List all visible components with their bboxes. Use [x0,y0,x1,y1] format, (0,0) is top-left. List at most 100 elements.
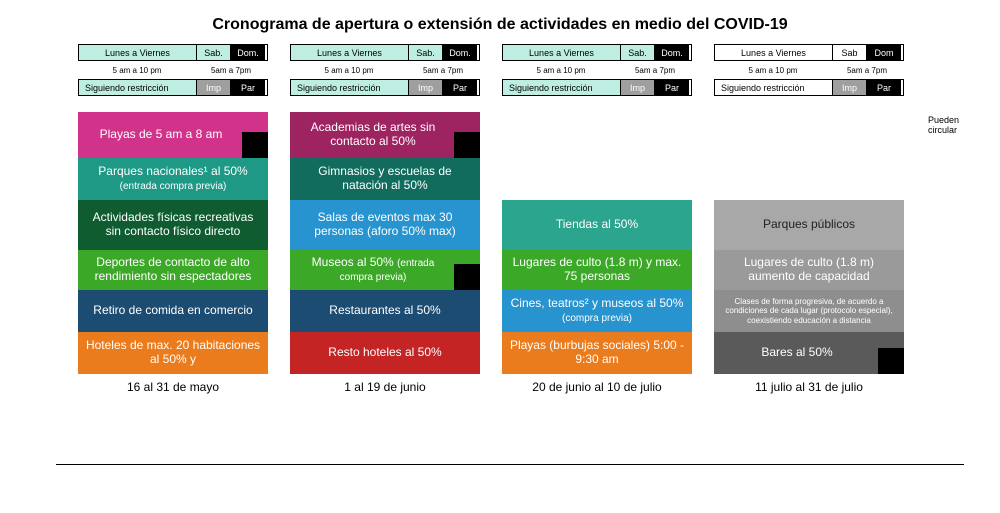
activity-text: Clases de forma progresiva, de acuerdo a… [720,297,898,325]
day-cell: Lunes a Viernes [503,45,621,60]
days-row: Lunes a ViernesSabDom [714,44,904,61]
corner-marker [242,132,268,158]
activity-text: Lugares de culto (1.8 m) y max. 75 perso… [508,256,686,284]
activity-block: Cines, teatros² y museos al 50% (compra … [502,290,692,332]
activity-text: Parques nacionales¹ al 50% (entrada comp… [84,165,262,193]
time-row: 5 am a 10 pm5am a 7pm [714,63,904,77]
corner-marker [454,264,480,290]
activity-text: Cines, teatros² y museos al 50% (compra … [508,297,686,325]
period-col-0: Playas de 5 am a 8 am Parques nacionales¹… [78,112,268,374]
restriction-cell: Par [655,80,689,95]
axis-label: 11 julio al 31 de julio [714,380,904,394]
time-row: 5 am a 10 pm5am a 7pm [290,63,480,77]
time-cell: 5 am a 10 pm [714,63,832,77]
activity-block: Lugares de culto (1.8 m) aumento de capa… [714,250,904,290]
activity-text: Restaurantes al 50% [329,304,440,318]
activity-text: Actividades físicas recreativas sin cont… [84,211,262,239]
activity-block: Tiendas al 50% [502,200,692,250]
activity-block: Academias de artes sin contacto al 50% [290,112,480,158]
time-cell: 5 am a 10 pm [290,63,408,77]
restriction-cell: Imp [833,80,867,95]
restriction-cell: Par [231,80,265,95]
restriction-row: Siguiendo restricciónImpPar [714,79,904,96]
restriction-cell: Siguiendo restricción [715,80,833,95]
activity-text: Parques públicos [763,218,855,232]
day-cell: Sab. [197,45,231,60]
activity-subtext: (compra previa) [562,313,632,324]
activity-block: Hoteles de max. 20 habitaciones al 50% y [78,332,268,374]
activity-text: Tiendas al 50% [556,218,638,232]
activity-block: Parques nacionales¹ al 50% (entrada comp… [78,158,268,200]
restriction-cell: Par [443,80,477,95]
activity-block: Gimnasios y escuelas de natación al 50% [290,158,480,200]
day-cell: Dom. [655,45,689,60]
restriction-row: Siguiendo restricciónImpPar [78,79,268,96]
activity-text: Resto hoteles al 50% [328,346,441,360]
activity-text: Playas (burbujas sociales) 5:00 - 9:30 a… [508,339,686,367]
activity-text: Playas de 5 am a 8 am [100,128,223,142]
time-row: 5 am a 10 pm5am a 7pm [78,63,268,77]
restriction-cell: Siguiendo restricción [503,80,621,95]
activity-block: Salas de eventos max 30 personas (aforo … [290,200,480,250]
time-cell: 5 am a 10 pm [502,63,620,77]
days-row: Lunes a ViernesSab.Dom. [78,44,268,61]
restriction-row: Siguiendo restricciónImpPar [290,79,480,96]
activity-block: Museos al 50% (entrada compra previa) [290,250,480,290]
days-row: Lunes a ViernesSab.Dom. [290,44,480,61]
restriction-cell: Siguiendo restricción [79,80,197,95]
activity-text: Academias de artes sin contacto al 50% [296,121,450,149]
day-cell: Dom. [443,45,477,60]
day-cell: Dom [867,45,901,60]
header-col-2: Lunes a ViernesSab.Dom. 5 am a 10 pm5am a… [502,44,692,98]
activity-text: Deportes de contacto de alto rendimiento… [84,256,262,284]
x-axis [56,464,964,465]
activity-block: Retiro de comida en comercio [78,290,268,332]
activity-block: Clases de forma progresiva, de acuerdo a… [714,290,904,332]
restriction-cell: Imp [409,80,443,95]
activity-text: Gimnasios y escuelas de natación al 50% [296,165,474,193]
activity-block: Lugares de culto (1.8 m) y max. 75 perso… [502,250,692,290]
period-col-3: Parques públicos Lugares de culto (1.8 m)… [714,200,904,374]
columns-area: Playas de 5 am a 8 am Parques nacionales¹… [0,112,1000,374]
activity-subtext: (entrada compra previa) [120,181,227,192]
time-cell: 5am a 7pm [196,63,266,77]
restriction-cell: Siguiendo restricción [291,80,409,95]
axis-labels: 16 al 31 de mayo 1 al 19 de junio 20 de ju… [0,374,1000,394]
activity-text: Lugares de culto (1.8 m) aumento de capa… [720,256,898,284]
day-cell: Sab. [409,45,443,60]
activity-text: Retiro de comida en comercio [93,304,252,318]
days-row: Lunes a ViernesSab.Dom. [502,44,692,61]
day-cell: Lunes a Viernes [715,45,833,60]
activity-text: Hoteles de max. 20 habitaciones al 50% y [84,339,262,367]
axis-label: 1 al 19 de junio [290,380,480,394]
corner-marker [454,132,480,158]
header-col-3: Lunes a ViernesSabDom 5 am a 10 pm5am a 7… [714,44,904,98]
axis-label: 20 de junio al 10 de julio [502,380,692,394]
day-cell: Dom. [231,45,265,60]
activity-block: Playas (burbujas sociales) 5:00 - 9:30 a… [502,332,692,374]
period-col-2: Tiendas al 50% Lugares de culto (1.8 m) y… [502,200,692,374]
activity-block: Playas de 5 am a 8 am [78,112,268,158]
header-area: Lunes a ViernesSab.Dom.5 am a 10 pm5am a… [0,44,1000,98]
axis-label: 16 al 31 de mayo [78,380,268,394]
corner-marker [878,348,904,374]
time-cell: 5 am a 10 pm [78,63,196,77]
activity-text: Salas de eventos max 30 personas (aforo … [296,211,474,239]
activity-text: Bares al 50% [761,346,832,360]
restriction-cell: Par [867,80,901,95]
time-cell: 5am a 7pm [620,63,690,77]
header-col-0: Lunes a ViernesSab.Dom. 5 am a 10 pm5am a… [78,44,268,98]
day-cell: Lunes a Viernes [79,45,197,60]
activity-block: Resto hoteles al 50% [290,332,480,374]
time-cell: 5am a 7pm [832,63,902,77]
activity-text: Museos al 50% (entrada compra previa) [296,256,450,284]
activity-subtext: (entrada compra previa) [340,258,435,283]
side-label: Puedencircular [928,116,959,136]
day-cell: Sab. [621,45,655,60]
page-title: Cronograma de apertura o extensión de ac… [0,0,1000,44]
period-col-1: Academias de artes sin contacto al 50% Gi… [290,112,480,374]
activity-block: Deportes de contacto de alto rendimiento… [78,250,268,290]
restriction-row: Siguiendo restricciónImpPar [502,79,692,96]
restriction-cell: Imp [197,80,231,95]
activity-block: Actividades físicas recreativas sin cont… [78,200,268,250]
